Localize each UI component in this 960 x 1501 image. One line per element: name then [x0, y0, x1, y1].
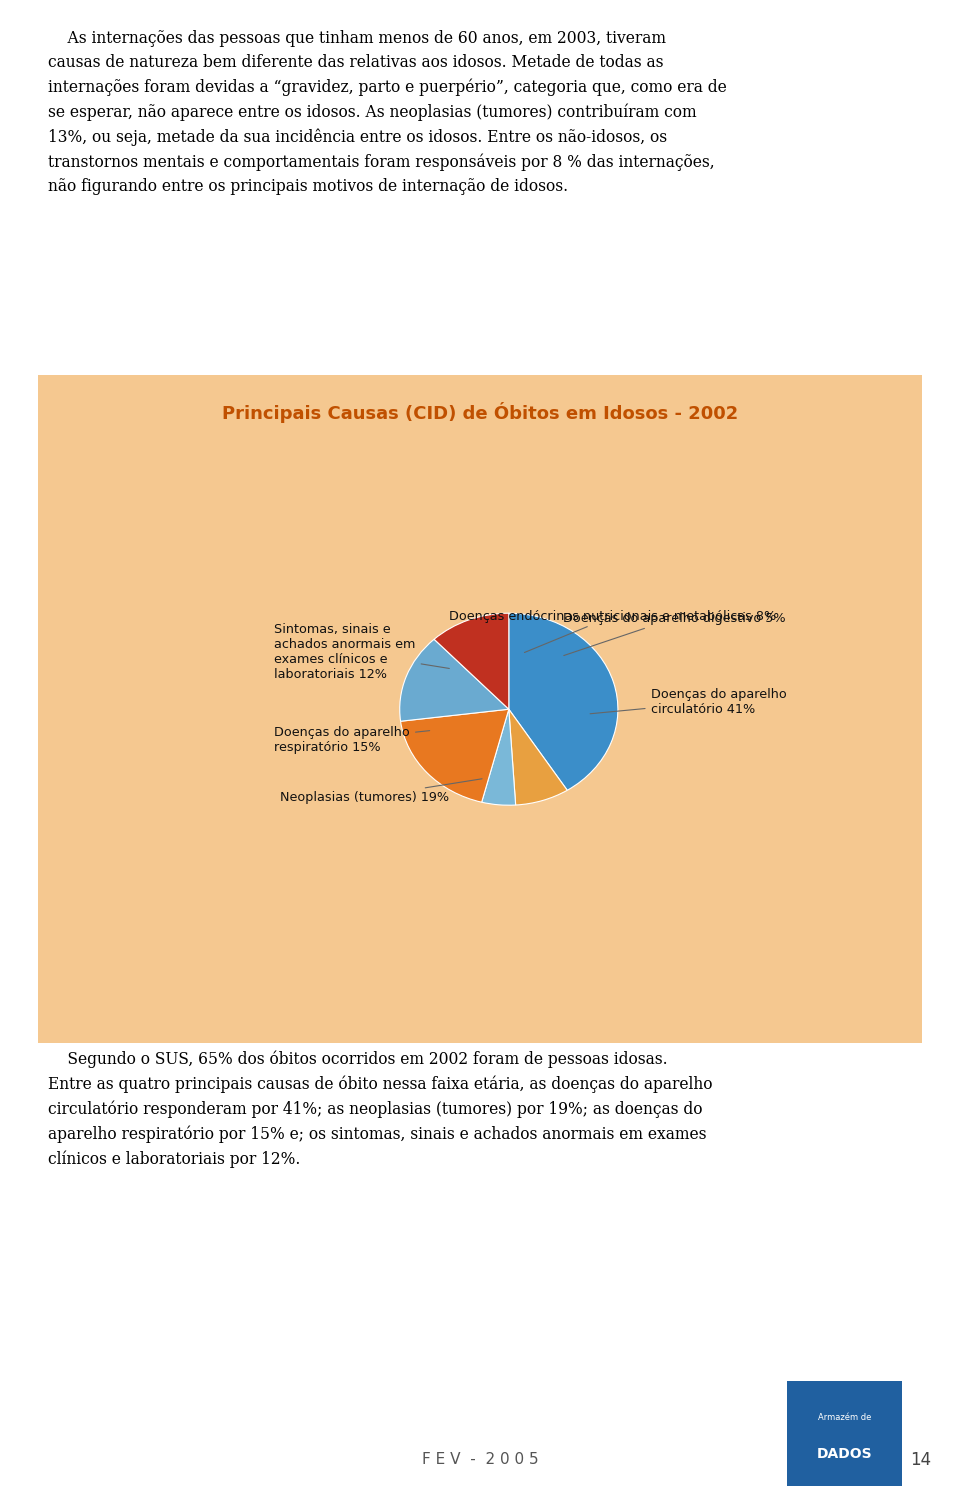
Text: Doenças do aparelho
respiratório 15%: Doenças do aparelho respiratório 15%: [275, 726, 430, 754]
Wedge shape: [399, 639, 509, 722]
Text: As internações das pessoas que tinham menos de 60 anos, em 2003, tiveram
causas : As internações das pessoas que tinham me…: [48, 30, 727, 195]
Text: DADOS: DADOS: [817, 1447, 873, 1462]
Text: Doenças do aparelho digestivo 5%: Doenças do aparelho digestivo 5%: [564, 612, 786, 656]
Text: Neoplasias (tumores) 19%: Neoplasias (tumores) 19%: [279, 779, 482, 805]
Wedge shape: [509, 614, 618, 791]
Text: F E V  -  2 0 0 5: F E V - 2 0 0 5: [421, 1453, 539, 1466]
Text: Doenças do aparelho
circulatório 41%: Doenças do aparelho circulatório 41%: [590, 687, 786, 716]
Wedge shape: [509, 710, 567, 805]
Text: 14: 14: [910, 1451, 931, 1468]
Wedge shape: [482, 710, 516, 805]
Text: Armazém de: Armazém de: [818, 1414, 872, 1421]
Text: Sintomas, sinais e
achados anormais em
exames clínicos e
laboratoriais 12%: Sintomas, sinais e achados anormais em e…: [275, 623, 449, 680]
Wedge shape: [400, 710, 509, 802]
Text: Principais Causas (CID) de Óbitos em Idosos - 2002: Principais Causas (CID) de Óbitos em Ido…: [222, 402, 738, 423]
Text: Segundo o SUS, 65% dos óbitos ocorridos em 2002 foram de pessoas idosas.
Entre a: Segundo o SUS, 65% dos óbitos ocorridos …: [48, 1051, 712, 1168]
Text: Doenças endócrinas nutricionais e metabólicas 8%: Doenças endócrinas nutricionais e metabó…: [449, 609, 776, 653]
Wedge shape: [434, 614, 509, 710]
